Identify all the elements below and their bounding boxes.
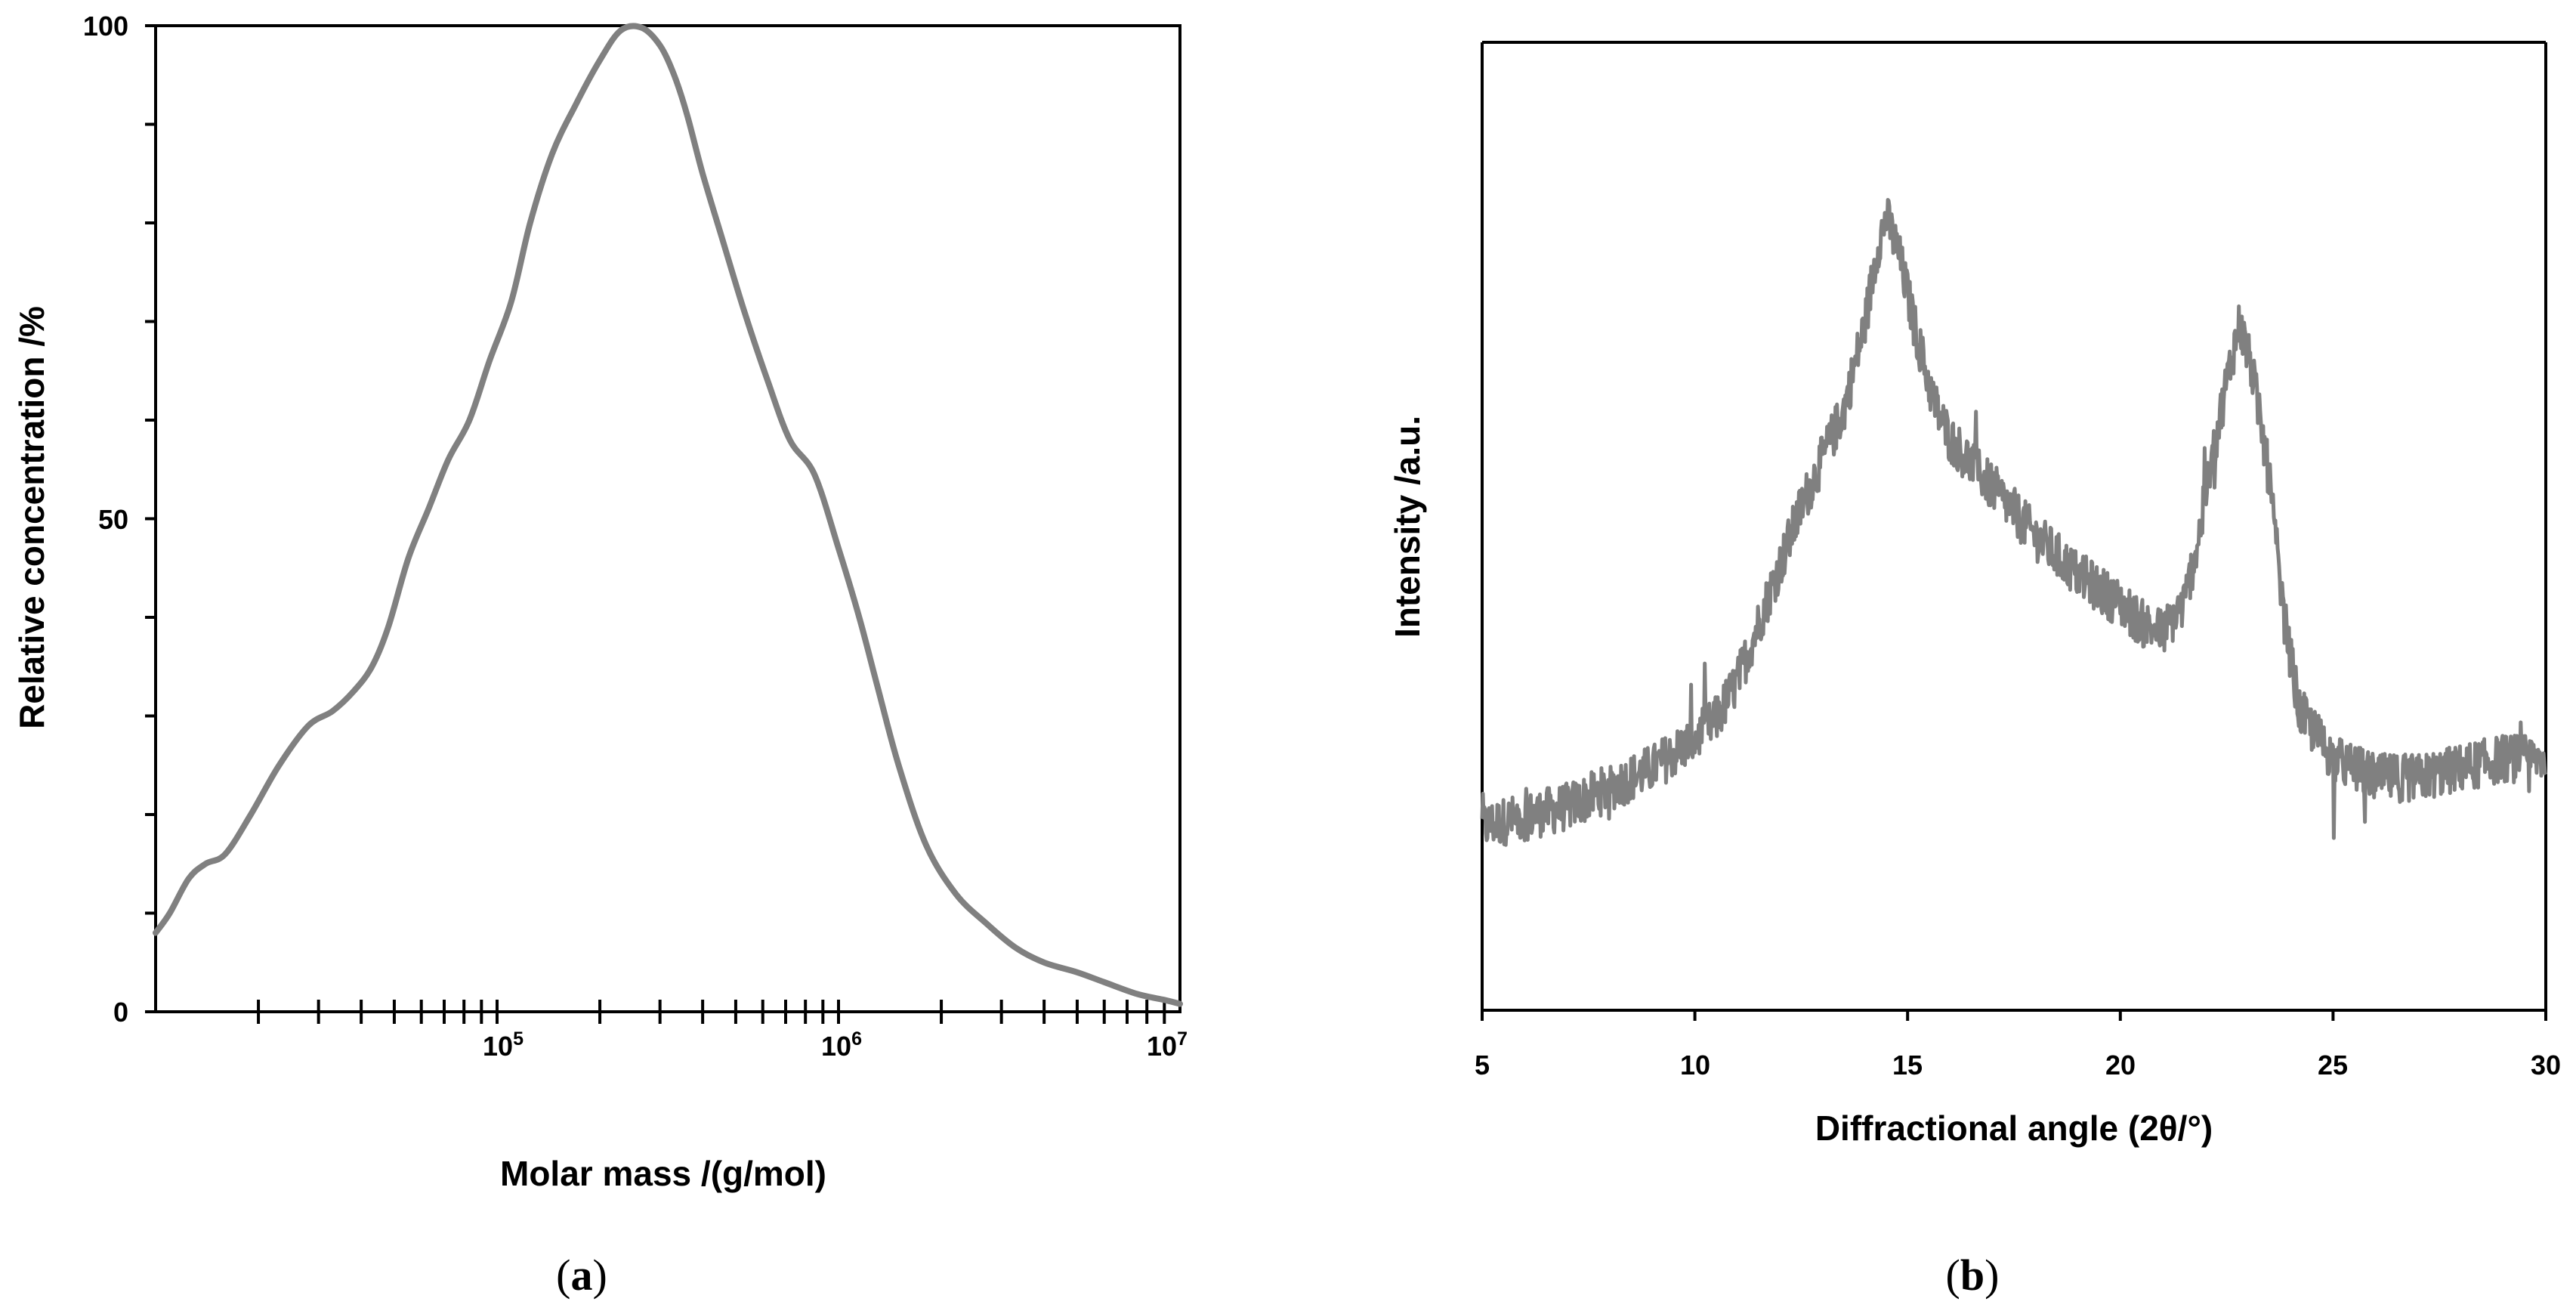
chart-a-x-tick-base-1e6: 10 [821,1031,851,1062]
chart-a-x-tick-label-1e7: 107 [1147,1028,1188,1062]
chart-a-x-ticks [257,1000,1166,1024]
chart-a-y-ticks [145,24,156,1013]
chart-b-x-tick-label-30: 30 [2531,1050,2561,1081]
chart-b-series-line [1480,198,2548,847]
chart-a-y-tick-label-0: 0 [113,997,128,1028]
chart-a-x-tick-label-1e6: 106 [821,1028,862,1062]
chart-a-y-tick-label-100: 100 [83,11,128,42]
chart-a: 0 50 100 105 106 107 Molar mass /(g/mol)… [12,11,1188,1300]
chart-b-x-tick-label-20: 20 [2105,1050,2136,1081]
chart-a-x-axis-title: Molar mass /(g/mol) [500,1154,826,1193]
panel-label-b-letter: b [1960,1251,1985,1300]
panel-label-b: (b) [1946,1251,2000,1300]
chart-a-y-axis-title: Relative concentration /% [12,306,51,729]
chart-a-x-tick-label-1e5: 105 [483,1028,524,1062]
chart-a-x-tick-exp-1e5: 5 [513,1028,524,1050]
chart-b-x-tick-label-25: 25 [2318,1050,2348,1081]
chart-b-y-axis-title: Intensity /a.u. [1388,416,1427,638]
chart-b-x-ticks [1481,1010,2547,1021]
chart-a-y-tick-label-50: 50 [98,504,128,535]
chart-b-x-tick-label-10: 10 [1680,1050,1710,1081]
chart-b-x-axis-title: Diffractional angle (2θ/°) [1815,1108,2213,1148]
chart-b: 5 10 15 20 25 30 Diffractional angle (2θ… [1388,41,2561,1300]
chart-b-x-tick-label-15: 15 [1892,1050,1923,1081]
chart-a-x-tick-base-1e7: 10 [1147,1031,1177,1062]
chart-a-series-line [153,23,1183,1007]
panel-label-a: (a) [556,1251,607,1300]
chart-a-x-tick-exp-1e7: 7 [1177,1028,1188,1050]
chart-b-x-tick-label-5: 5 [1475,1050,1490,1081]
chart-a-x-tick-base-1e5: 10 [483,1031,513,1062]
chart-a-x-tick-exp-1e6: 6 [851,1028,862,1050]
panel-label-a-letter: a [571,1251,593,1300]
